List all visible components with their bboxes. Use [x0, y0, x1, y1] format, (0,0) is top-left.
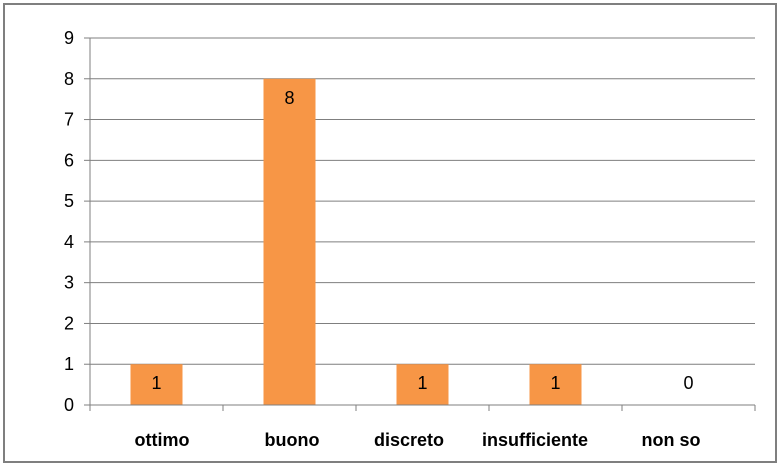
bar-chart: 0 1 2 3 4 5 6 7 8 9 1 8 1 1 0 ottimo buono discreto insuff… — [64, 28, 756, 450]
y-tick-label: 6 — [64, 150, 74, 170]
gridlines — [90, 37, 755, 365]
x-category-label: buono — [265, 430, 320, 450]
axes — [84, 37, 756, 411]
x-category-label: insufficiente — [482, 430, 588, 450]
bar — [396, 364, 449, 405]
y-tick-label: 0 — [64, 395, 74, 415]
data-label: 0 — [683, 373, 693, 393]
y-tick-label: 9 — [64, 28, 74, 48]
x-category-label: discreto — [374, 430, 444, 450]
bars — [130, 78, 582, 406]
y-tick-label: 8 — [64, 69, 74, 89]
y-tick-label: 7 — [64, 110, 74, 130]
y-tick-label: 4 — [64, 232, 74, 252]
data-label: 8 — [284, 88, 294, 108]
labels: 0 1 2 3 4 5 6 7 8 9 1 8 1 1 0 ottimo buono discreto insuff… — [64, 28, 701, 450]
bar — [263, 78, 316, 406]
y-tick-label: 2 — [64, 313, 74, 333]
data-label: 1 — [417, 373, 427, 393]
x-category-label: non so — [642, 430, 701, 450]
y-tick-label: 3 — [64, 273, 74, 293]
y-tick-label: 1 — [64, 354, 74, 374]
bar — [130, 364, 183, 405]
data-label: 1 — [550, 373, 560, 393]
data-label: 1 — [151, 373, 161, 393]
x-category-label: ottimo — [135, 430, 190, 450]
y-tick-label: 5 — [64, 191, 74, 211]
bar — [529, 364, 582, 405]
chart-frame: 0 1 2 3 4 5 6 7 8 9 1 8 1 1 0 ottimo buono discreto insuff… — [3, 3, 777, 463]
